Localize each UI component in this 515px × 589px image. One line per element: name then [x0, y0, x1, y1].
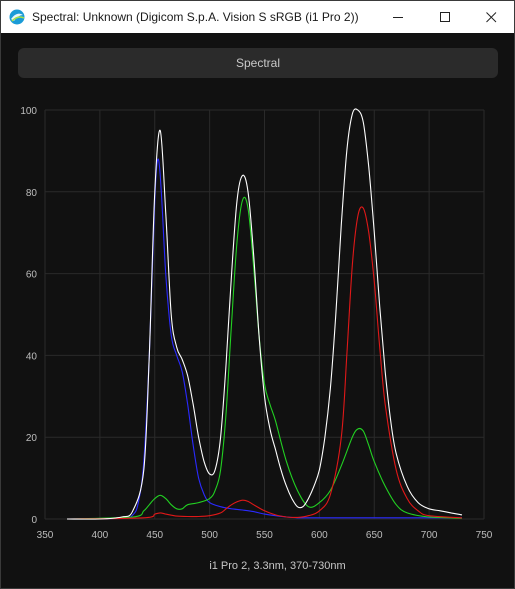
title-bar[interactable]: Spectral: Unknown (Digicom S.p.A. Vision… [1, 1, 514, 33]
window-title: Spectral: Unknown (Digicom S.p.A. Vision… [32, 10, 359, 24]
close-icon [485, 11, 496, 22]
y-tick-label: 80 [26, 188, 38, 199]
x-tick-label: 400 [92, 530, 109, 541]
x-tick-label: 600 [311, 530, 328, 541]
y-tick-label: 40 [26, 351, 38, 362]
y-tick-label: 60 [26, 270, 38, 281]
x-tick-label: 650 [366, 530, 383, 541]
x-tick-label: 700 [421, 530, 438, 541]
x-tick-label: 350 [37, 530, 54, 541]
maximize-button[interactable] [422, 1, 468, 33]
spectral-chart: 350 400 450 500 550 600 650 700 750 0 20 40 60 80 100 i… [20, 106, 493, 572]
y-tick-label: 20 [26, 433, 38, 444]
y-tick-label: 100 [20, 106, 37, 117]
series-line-green [66, 196, 463, 520]
spectral-button[interactable]: Spectral [18, 48, 498, 78]
x-tick-label: 450 [146, 530, 163, 541]
x-tick-label: 550 [256, 530, 273, 541]
close-button[interactable] [468, 1, 514, 33]
maximize-icon [439, 11, 450, 22]
minimize-icon [392, 16, 403, 18]
minimize-button[interactable] [375, 1, 421, 33]
x-tick-label: 500 [201, 530, 218, 541]
series-line-white [66, 108, 463, 520]
x-axis-label: i1 Pro 2, 3.3nm, 370-730nm [209, 560, 345, 572]
app-logo-icon [9, 9, 25, 25]
series-line-red [66, 206, 463, 520]
y-tick-label: 0 [31, 515, 37, 526]
x-tick-label: 750 [476, 530, 493, 541]
